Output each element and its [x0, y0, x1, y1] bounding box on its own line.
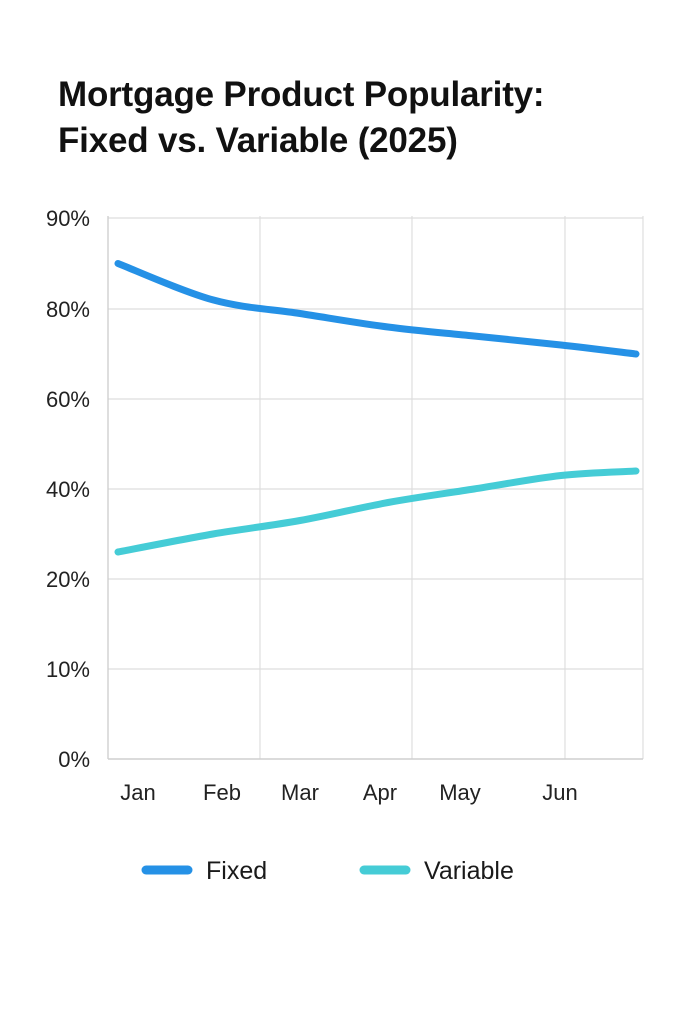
axes [107, 216, 643, 760]
vertical-gridlines [259, 216, 644, 759]
y-tick-label: 10% [46, 657, 90, 682]
x-tick-label: Mar [281, 780, 319, 805]
x-tick-labels: Jan Feb Mar Apr May Jun [120, 780, 577, 805]
series-line-variable [114, 467, 640, 556]
series-line-fixed [114, 260, 640, 358]
chart-title-line-1: Mortgage Product Popularity: [58, 75, 545, 114]
x-tick-label: Jan [120, 780, 155, 805]
legend-label-fixed: Fixed [206, 857, 267, 885]
legend: Fixed Variable [141, 857, 514, 885]
y-tick-label: 60% [46, 387, 90, 412]
y-tick-label: 20% [46, 567, 90, 592]
horizontal-gridlines [108, 217, 643, 670]
series-lines [114, 260, 640, 556]
chart-title-line-2: Fixed vs. Variable (2025) [58, 121, 458, 160]
x-tick-label: Apr [363, 780, 397, 805]
x-tick-label: Jun [542, 780, 577, 805]
y-tick-labels: 0% 10% 20% 40% 60% 80% 90% [46, 206, 90, 772]
y-tick-label: 0% [58, 747, 90, 772]
legend-label-variable: Variable [424, 857, 514, 885]
y-tick-label: 80% [46, 297, 90, 322]
chart-title: Mortgage Product Popularity: Fixed vs. V… [58, 72, 658, 164]
y-tick-label: 40% [46, 477, 90, 502]
x-tick-label: Feb [203, 780, 241, 805]
y-tick-label: 90% [46, 206, 90, 231]
x-tick-label: May [439, 780, 481, 805]
